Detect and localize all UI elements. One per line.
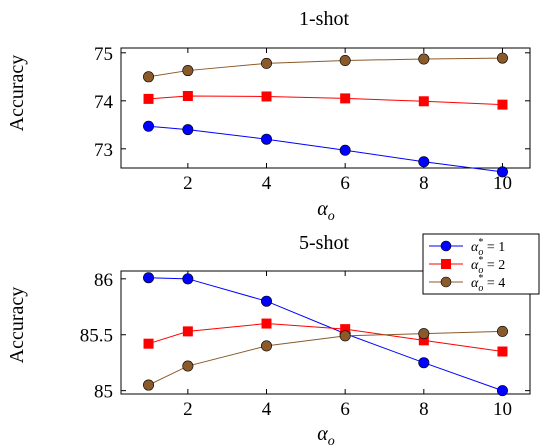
legend-item: α* o = 4 xyxy=(429,273,505,294)
y-tick-label: 73 xyxy=(94,140,113,161)
legend-marker xyxy=(440,276,452,288)
data-point xyxy=(339,330,351,342)
chart-title: 5-shot xyxy=(299,232,349,254)
data-point xyxy=(143,71,155,83)
data-point xyxy=(339,54,351,66)
y-tick-label: 74 xyxy=(94,92,114,113)
data-point xyxy=(182,91,193,101)
legend-marker xyxy=(440,240,452,252)
x-tick-label: 10 xyxy=(493,399,512,420)
chart-panel-5shot: 5-shot Accuracy αo 2 4 6 8 10 85 85.5 86 α* o = … xyxy=(6,232,540,448)
y-axis-label: Accuracy xyxy=(6,55,28,132)
data-point xyxy=(339,144,351,156)
data-point xyxy=(182,124,194,136)
data-point xyxy=(496,166,508,178)
data-point xyxy=(418,96,429,107)
data-point xyxy=(182,360,194,372)
x-tick-label: 6 xyxy=(340,173,350,194)
legend: α* o = 1α* o = 2α* o = 4 xyxy=(422,233,540,295)
chart-panel-1shot: 1-shot Accuracy αo 2 4 6 8 10 73 74 75 xyxy=(6,8,531,224)
axis-frame xyxy=(120,270,531,395)
data-point xyxy=(418,156,430,168)
data-point xyxy=(261,318,272,329)
data-point xyxy=(418,53,430,65)
series-line xyxy=(148,125,503,173)
data-point xyxy=(496,325,508,337)
data-point xyxy=(496,385,508,397)
data-point xyxy=(340,93,351,104)
y-tick-label: 75 xyxy=(94,44,113,65)
series-line xyxy=(148,330,503,386)
plot-area: 2 4 6 8 10 85 85.5 86 xyxy=(80,270,531,420)
x-tick-label: 4 xyxy=(262,399,272,420)
y-tick-label: 85.5 xyxy=(80,326,113,347)
chart-title: 1-shot xyxy=(299,8,349,30)
data-point xyxy=(340,324,351,335)
legend-item: α* o = 2 xyxy=(429,255,505,276)
series-line xyxy=(148,95,503,106)
data-point xyxy=(182,273,194,285)
x-tick-label: 10 xyxy=(493,173,512,194)
data-point xyxy=(143,93,154,104)
axis-frame xyxy=(120,47,531,169)
data-point xyxy=(418,328,430,340)
data-point xyxy=(497,346,508,357)
y-tick-label: 86 xyxy=(94,270,113,291)
legend-label: α* o = 1 xyxy=(471,237,505,258)
series-line xyxy=(148,277,503,392)
y-tick-label: 85 xyxy=(94,382,113,403)
data-point xyxy=(418,335,429,346)
legend-label: α* o = 2 xyxy=(471,255,505,276)
legend-label: α* o = 4 xyxy=(471,273,505,294)
x-tick-label: 8 xyxy=(419,173,429,194)
data-point xyxy=(261,91,272,102)
data-point xyxy=(143,379,155,391)
data-point xyxy=(182,326,193,337)
data-point xyxy=(261,295,273,307)
data-point xyxy=(143,120,155,132)
x-axis-label: αo xyxy=(317,423,335,448)
data-point xyxy=(418,357,430,369)
data-point xyxy=(261,340,273,352)
series-line xyxy=(148,323,503,353)
data-point xyxy=(182,65,194,77)
x-axis-label: αo xyxy=(317,198,335,224)
data-point xyxy=(143,272,155,284)
data-point xyxy=(496,52,508,64)
y-axis-label: Accuracy xyxy=(6,287,28,364)
x-tick-label: 4 xyxy=(262,173,272,194)
x-tick-label: 2 xyxy=(183,173,193,194)
data-point xyxy=(497,99,508,110)
x-tick-label: 6 xyxy=(340,399,350,420)
legend-item: α* o = 1 xyxy=(429,237,505,258)
legend-marker xyxy=(441,259,451,269)
data-point xyxy=(261,57,273,69)
series-line xyxy=(148,57,503,78)
x-tick-label: 2 xyxy=(183,399,193,420)
data-point xyxy=(261,133,273,145)
data-point xyxy=(143,338,154,349)
plot-area: 2 4 6 8 10 73 74 75 xyxy=(94,44,531,194)
x-tick-label: 8 xyxy=(419,399,429,420)
